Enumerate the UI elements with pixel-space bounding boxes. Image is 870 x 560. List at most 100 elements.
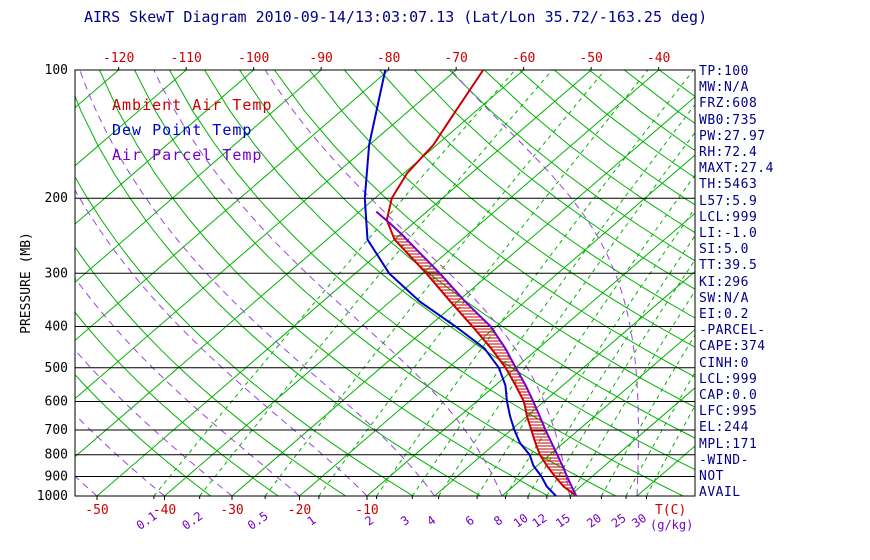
isotherm-line: [366, 212, 695, 496]
bottom-axis-temp-label: -30: [220, 503, 243, 518]
x-axis-title: T(C): [655, 503, 686, 518]
moist-adiabat-line: [264, 70, 570, 496]
top-axis-temp-label: -40: [647, 51, 670, 66]
isotherm-line: [569, 387, 695, 496]
mixing-ratio-line: [646, 404, 695, 496]
dry-adiabat-line: [273, 70, 695, 408]
mixing-ratio-label: 0.2: [179, 509, 205, 533]
isotherm-line: [501, 328, 695, 496]
bottom-axis-temp-label: -10: [355, 503, 378, 518]
pressure-axis-label: 1000: [37, 489, 68, 504]
top-axis-temp-label: -90: [309, 51, 332, 66]
dry-adiabat-line: [75, 311, 280, 496]
stat-line: -PARCEL-: [699, 323, 766, 339]
dry-adiabat-line: [309, 70, 695, 378]
ambient-temp-curve: [385, 69, 577, 497]
mixing-ratio-label: 15: [553, 511, 573, 531]
dry-adiabat-line: [75, 175, 415, 496]
parcel-temp-curve: [375, 210, 578, 497]
bottom-axis-temp-label: -50: [85, 503, 108, 518]
pressure-axis-label: 700: [45, 423, 68, 438]
stat-line: MPL:171: [699, 436, 758, 452]
top-axis-temp-label: -100: [238, 51, 269, 66]
stat-line: LCL:999: [699, 371, 758, 387]
dry-adiabat-line: [344, 70, 695, 348]
dry-adiabat-line: [169, 70, 685, 496]
stat-line: KI:296: [699, 274, 749, 290]
mixing-ratio-line: [264, 70, 606, 496]
chart-title: AIRS SkewT Diagram 2010-09-14/13:03:07.1…: [84, 8, 708, 26]
moist-adiabat-line: [153, 70, 503, 496]
stat-line: AVAIL: [699, 485, 741, 501]
stat-line: CAPE:374: [699, 339, 766, 355]
legend-ambient-air-temp: Ambient Air Temp: [112, 96, 273, 114]
dry-adiabat-line: [449, 70, 695, 262]
mixing-axis-title: (g/kg): [650, 518, 693, 532]
mixing-ratio-line: [199, 70, 553, 496]
dry-adiabat-line: [379, 70, 695, 319]
isotherm-line: [75, 70, 187, 167]
isotherm-line: [75, 70, 322, 283]
stat-line: LI:-1.0: [699, 226, 758, 242]
legend-air-parcel-temp: Air Parcel Temp: [112, 146, 263, 164]
stat-line: SI:5.0: [699, 242, 749, 258]
pressure-axis-label: 200: [45, 191, 68, 206]
mixing-ratio-line: [546, 259, 695, 496]
isotherm-line: [434, 270, 695, 496]
dry-adiabat-line: [75, 246, 347, 496]
mixing-ratio-label: 0.5: [245, 509, 271, 533]
dry-adiabat-line: [414, 70, 695, 290]
dry-adiabat-line: [99, 70, 550, 496]
stat-line: TT:39.5: [699, 258, 758, 274]
stat-line: EL:244: [699, 420, 749, 436]
mixing-ratio-label: 30: [629, 511, 649, 531]
pressure-axis-label: 100: [45, 63, 68, 78]
dew-point-curve: [363, 69, 557, 497]
top-axis-temp-label: -110: [171, 51, 202, 66]
stat-line: FRZ:608: [699, 96, 758, 112]
stat-line: PW:27.97: [699, 128, 766, 144]
stat-line: LCL:999: [699, 209, 758, 225]
mixing-ratio-label: 3: [398, 513, 412, 529]
isotherm-line: [299, 154, 695, 496]
mixing-ratio-label: 6: [463, 513, 477, 529]
dry-adiabat-line: [239, 70, 695, 439]
dry-adiabat-line: [134, 70, 617, 496]
isotherm-line: [75, 70, 254, 225]
cape-hatch-area: [393, 235, 576, 495]
stat-line: TP:100: [699, 64, 749, 79]
pressure-axis-label: 800: [45, 448, 68, 463]
mixing-ratio-line: [318, 70, 649, 496]
pressure-axis-label: 600: [45, 394, 68, 409]
stat-line: NOT: [699, 469, 724, 485]
pressure-axis-label: 500: [45, 361, 68, 376]
stat-line: RH:72.4: [699, 145, 758, 161]
stats-panel: TP:100 MW:N/A FRZ:608 WB0:735 PW:27.97 RH:72.…: [699, 64, 774, 501]
stat-line: SW:N/A: [699, 290, 749, 306]
isotherm-line: [75, 70, 389, 342]
mixing-ratio-label: 25: [609, 511, 629, 531]
mixing-ratio-label: 20: [584, 511, 604, 531]
pressure-axis-label: 300: [45, 266, 68, 281]
stat-line: L57:5.9: [699, 193, 758, 209]
mixing-ratio-label: 10: [511, 511, 531, 531]
mixing-ratio-line: [625, 371, 695, 496]
top-axis-temp-label: -50: [579, 51, 602, 66]
moist-adiabat-line: [75, 189, 368, 496]
mixing-ratio-line: [505, 207, 695, 496]
stat-line: MAXT:27.4: [699, 161, 774, 177]
mixing-ratio-line: [376, 70, 694, 496]
bottom-axis-temp-label: -40: [153, 503, 176, 518]
stat-line: MW:N/A: [699, 80, 749, 96]
isotherm-line: [75, 70, 524, 458]
stat-line: CAP:0.0: [699, 388, 758, 404]
stat-line: LFC:995: [699, 404, 758, 420]
y-axis-title: PRESSURE (MB): [19, 232, 34, 334]
legend-dew-point-temp: Dew Point Temp: [112, 121, 253, 139]
mixing-ratio-label: 12: [530, 511, 550, 531]
stat-line: -WIND-: [699, 452, 749, 468]
background-lines: [75, 70, 695, 496]
mixing-ratio-line: [476, 174, 695, 496]
